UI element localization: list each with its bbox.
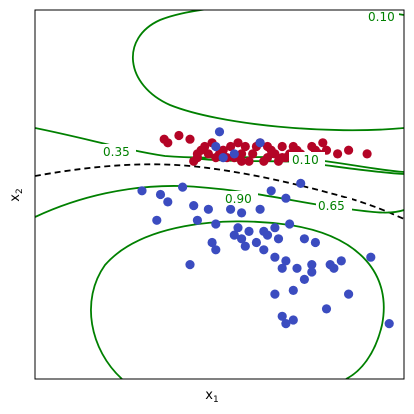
point-blue-45	[299, 274, 309, 284]
point-red-45	[318, 138, 328, 148]
point-blue-46	[307, 267, 317, 277]
contour-label-1: 0.35	[103, 145, 130, 159]
point-blue-33	[281, 256, 291, 266]
point-blue-55	[211, 141, 221, 152]
point-blue-28	[207, 237, 217, 248]
point-red-7	[226, 141, 236, 152]
point-blue-20	[229, 230, 239, 240]
point-blue-9	[255, 204, 265, 214]
point-blue-36	[307, 260, 317, 270]
point-blue-32	[270, 252, 280, 262]
scatter-points	[137, 127, 394, 329]
contour-labels: 0.10 0.35 0.10 0.90 0.65	[100, 9, 399, 213]
point-blue-16	[233, 223, 243, 233]
point-red-2	[185, 134, 195, 144]
point-blue-47	[185, 260, 195, 270]
point-red-44	[277, 153, 287, 163]
point-blue-44	[288, 285, 298, 295]
point-blue-14	[192, 215, 202, 225]
point-blue-0	[137, 186, 147, 196]
point-blue-24	[273, 234, 284, 244]
point-blue-23	[262, 230, 273, 240]
point-blue-11	[281, 193, 291, 203]
point-blue-3	[178, 182, 188, 192]
point-red-14	[277, 141, 287, 152]
point-blue-51	[321, 304, 332, 314]
point-blue-10	[266, 186, 276, 196]
point-blue-41	[344, 289, 354, 299]
point-blue-19	[270, 223, 280, 233]
point-blue-40	[366, 252, 376, 262]
point-blue-50	[288, 315, 298, 325]
point-red-42	[237, 156, 247, 166]
point-blue-22	[251, 237, 261, 248]
point-red-37	[344, 145, 354, 155]
point-blue-31	[259, 245, 269, 255]
point-blue-7	[226, 204, 236, 214]
contour-0.65	[90, 220, 385, 379]
point-red-47	[192, 149, 202, 159]
point-red-26	[237, 149, 247, 159]
point-blue-12	[296, 178, 306, 188]
point-red-9	[240, 141, 250, 152]
point-blue-2	[163, 197, 173, 207]
point-red-46	[333, 149, 343, 159]
point-blue-49	[281, 319, 291, 329]
point-blue-26	[299, 234, 309, 244]
point-blue-30	[240, 241, 250, 251]
point-blue-8	[237, 208, 247, 218]
point-blue-13	[152, 215, 162, 225]
contour-lines	[35, 10, 404, 379]
plot-frame	[34, 9, 405, 380]
point-blue-5	[203, 204, 213, 214]
point-red-33	[288, 141, 298, 152]
contour-label-3: 0.90	[225, 192, 252, 206]
point-red-4	[203, 149, 213, 159]
point-red-38	[362, 149, 372, 159]
point-blue-48	[277, 311, 287, 321]
point-blue-52	[214, 127, 225, 137]
point-blue-1	[155, 189, 166, 200]
contour-label-0: 0.10	[368, 10, 395, 24]
point-blue-56	[229, 149, 239, 159]
point-red-23	[200, 141, 210, 152]
point-red-39	[189, 156, 199, 166]
point-blue-35	[292, 263, 302, 273]
point-blue-17	[244, 226, 254, 236]
point-blue-25	[285, 219, 295, 229]
y-axis-label: x2	[8, 188, 25, 201]
point-blue-27	[310, 237, 320, 248]
point-red-21	[163, 138, 173, 148]
point-red-27	[244, 156, 254, 166]
point-blue-53	[218, 153, 228, 163]
point-blue-29	[211, 245, 221, 255]
contour-label-2: 0.10	[292, 153, 319, 167]
point-blue-21	[237, 234, 247, 244]
point-red-10	[248, 149, 258, 159]
point-red-1	[174, 130, 184, 141]
x-axis-label: x1	[205, 388, 218, 405]
contour-label-4: 0.65	[318, 199, 345, 213]
point-red-29	[259, 156, 269, 166]
point-blue-54	[255, 138, 265, 148]
point-red-8	[233, 138, 243, 148]
point-blue-39	[329, 263, 339, 273]
point-blue-43	[270, 289, 280, 299]
point-blue-4	[189, 201, 199, 211]
point-blue-34	[277, 263, 287, 273]
point-blue-15	[211, 219, 221, 229]
contour-0.10-top	[132, 10, 404, 132]
decision-boundary	[35, 163, 404, 220]
point-blue-38	[336, 256, 346, 266]
point-red-43	[262, 141, 273, 152]
point-blue-42	[384, 319, 394, 329]
